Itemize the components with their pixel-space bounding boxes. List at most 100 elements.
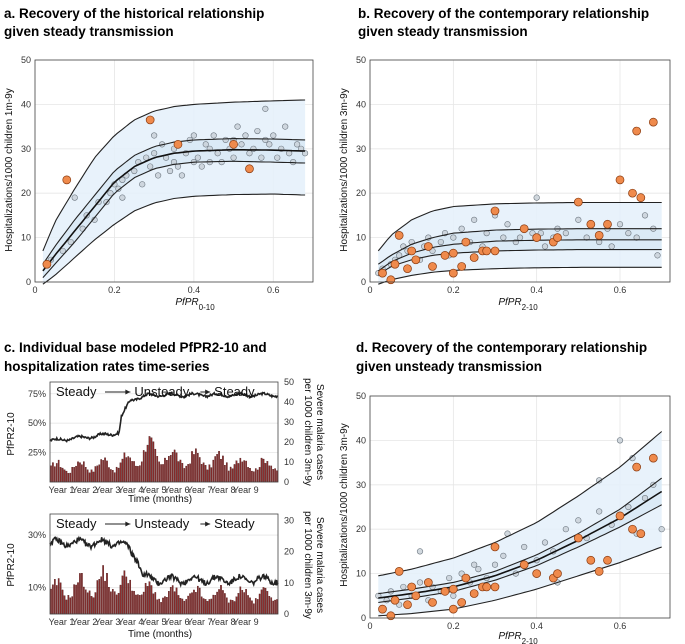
- case-bar: [131, 461, 133, 483]
- case-bar: [148, 581, 151, 615]
- case-bar: [115, 594, 118, 615]
- case-bar: [268, 465, 271, 483]
- simulated-point: [521, 543, 528, 551]
- case-bar: [158, 461, 160, 483]
- simulated-point: [504, 221, 511, 228]
- simulated-point: [450, 592, 457, 599]
- panel-c-bottom-ylabel-right-line1: Severe malaria cases: [314, 517, 325, 613]
- case-bar: [123, 570, 126, 615]
- observed-point: [448, 248, 458, 258]
- simulated-point: [238, 141, 245, 148]
- panel-d: d. Recovery of the contemporary relation…: [339, 340, 671, 644]
- observed-point: [482, 246, 492, 256]
- case-bar: [196, 585, 199, 615]
- simulated-point: [616, 221, 624, 228]
- simulated-point: [202, 141, 209, 148]
- case-bar: [146, 586, 149, 615]
- panel-b: b. Recovery of the contemporary relation…: [339, 6, 671, 312]
- case-bar: [115, 466, 118, 483]
- case-bar: [154, 448, 157, 483]
- simulated-point: [625, 230, 632, 237]
- pi-lower-line: [378, 546, 662, 617]
- case-bar: [187, 464, 189, 483]
- case-bar: [233, 464, 236, 483]
- case-bar: [175, 452, 178, 483]
- y-tick-label: 30: [356, 144, 366, 154]
- y-tick-label: 40: [356, 435, 366, 445]
- regime-label: Unsteady: [134, 516, 189, 531]
- case-bar: [200, 596, 203, 615]
- case-bar: [90, 469, 93, 483]
- simulated-point: [166, 167, 174, 175]
- observed-point: [145, 115, 155, 125]
- regime-label: Steady: [56, 516, 97, 531]
- case-bar: [262, 458, 265, 483]
- x-tick-label: Year 9: [233, 485, 259, 495]
- x-tick-label: 0.6: [614, 285, 627, 295]
- simulated-point: [500, 552, 507, 559]
- observed-point: [448, 584, 458, 594]
- regime-label: Steady: [214, 516, 255, 531]
- simulated-point: [437, 238, 444, 246]
- case-bar: [133, 461, 135, 483]
- case-bar: [140, 461, 143, 483]
- observed-point: [378, 268, 387, 278]
- y-tick-label: 20: [356, 524, 366, 534]
- x-tick-label: Year 7: [187, 617, 213, 627]
- x-tick-label: Year 1: [49, 617, 75, 627]
- observed-point: [632, 462, 642, 472]
- case-bar: [276, 599, 278, 615]
- case-bar: [63, 595, 66, 615]
- case-bar: [251, 470, 253, 483]
- case-bar: [253, 471, 255, 483]
- observed-point: [403, 600, 412, 610]
- case-bar: [210, 598, 213, 615]
- case-bar: [86, 592, 89, 615]
- case-bar: [94, 592, 97, 615]
- plot-frame: [369, 395, 671, 619]
- case-bar: [54, 466, 56, 483]
- simulated-point: [446, 574, 453, 582]
- case-bar: [102, 565, 104, 615]
- simulated-point: [616, 437, 624, 444]
- regime-label: Unsteady: [134, 384, 189, 399]
- case-bar: [231, 600, 234, 615]
- observed-point: [482, 582, 492, 592]
- observed-point: [490, 582, 500, 592]
- observed-point: [594, 231, 604, 240]
- case-bar: [187, 595, 189, 615]
- pfpr-series-line: [49, 535, 279, 588]
- case-bar: [160, 602, 162, 615]
- x-tick-label: Year 3: [95, 485, 121, 495]
- observed-point: [440, 251, 450, 260]
- simulated-point: [596, 477, 603, 484]
- simulated-point: [151, 132, 158, 139]
- observed-point: [532, 569, 542, 578]
- case-bar: [193, 589, 195, 615]
- observed-point: [173, 140, 183, 149]
- case-bar: [270, 597, 273, 615]
- case-bar: [119, 584, 122, 615]
- case-bar: [206, 469, 209, 483]
- case-bar: [202, 598, 205, 615]
- observed-point: [403, 264, 412, 274]
- simulated-point: [218, 159, 225, 166]
- case-bar: [127, 456, 130, 483]
- case-bar: [243, 592, 246, 615]
- case-bar: [245, 589, 247, 615]
- simulated-point: [533, 194, 540, 201]
- panel-c-top-ylabel-right-line2: per 1000 children 3m-9y: [302, 378, 313, 486]
- panel-c-top-xlabel: Time (months): [128, 494, 192, 505]
- simulated-point: [147, 163, 154, 170]
- simulated-point: [625, 503, 632, 511]
- case-bar: [52, 584, 54, 615]
- case-bar: [139, 595, 141, 615]
- case-bar: [111, 589, 114, 615]
- simulated-point: [262, 105, 269, 112]
- observed-point: [594, 567, 604, 576]
- case-bar: [210, 467, 213, 483]
- y-tick-label: 10: [356, 569, 366, 579]
- observed-point: [407, 582, 417, 592]
- case-bar: [222, 590, 224, 615]
